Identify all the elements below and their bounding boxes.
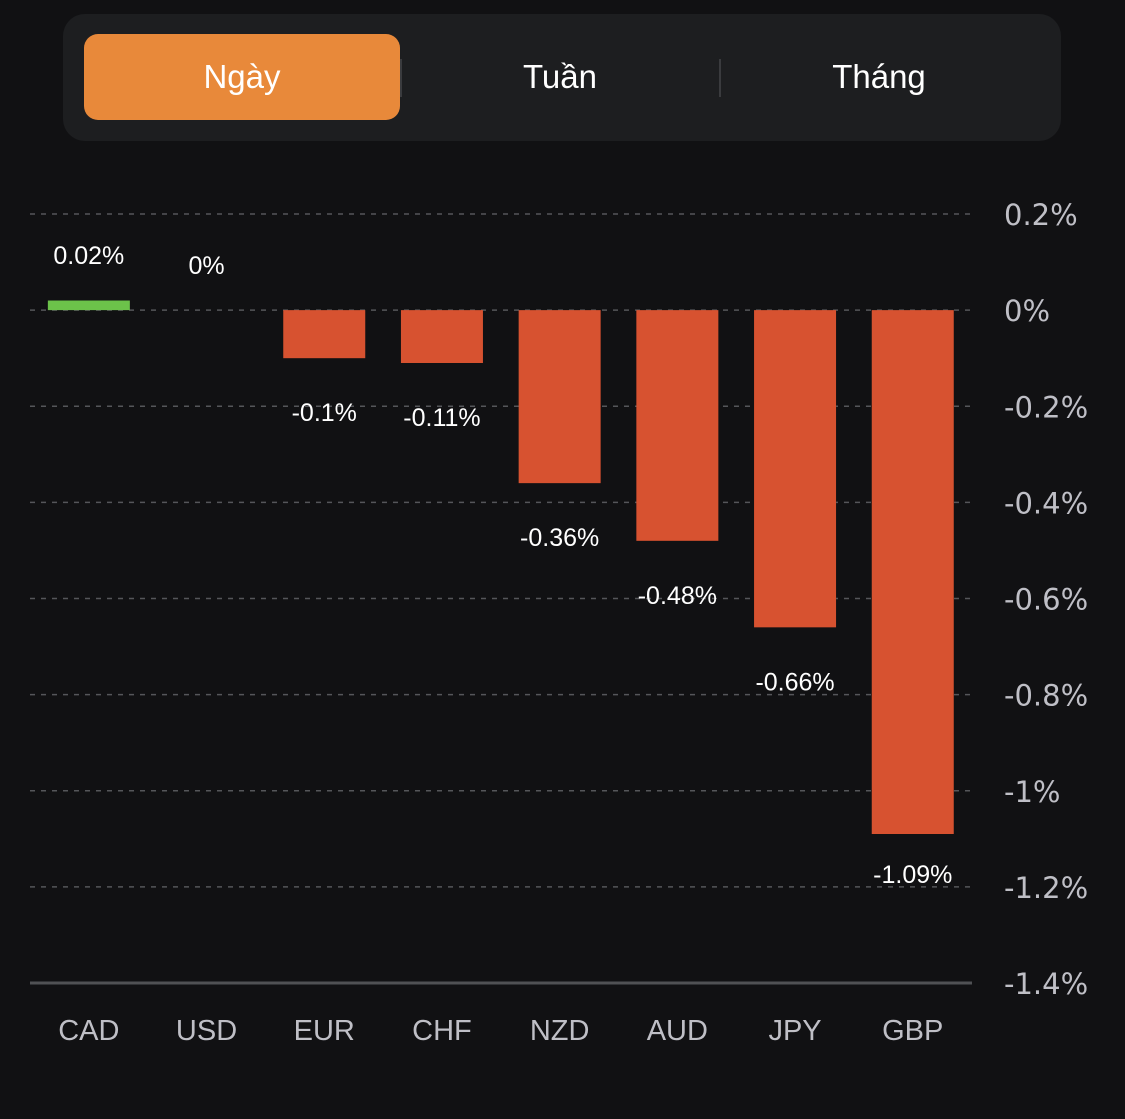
bar-jpy — [754, 310, 837, 628]
x-tick-label: NZD — [530, 1015, 590, 1047]
y-tick-label: -0.8% — [1004, 679, 1088, 713]
tab-week[interactable]: Tuần — [523, 58, 597, 95]
bar-cad — [47, 300, 130, 311]
bar-chf — [400, 310, 483, 363]
segment-divider — [400, 59, 402, 97]
data-label: -0.48% — [638, 582, 717, 610]
tab-day[interactable]: Ngày — [84, 34, 400, 120]
x-tick-label: CAD — [58, 1015, 119, 1047]
data-label: -0.66% — [755, 668, 834, 696]
y-tick-label: -1% — [1004, 775, 1060, 809]
x-tick-label: GBP — [882, 1015, 943, 1047]
x-tick-label: JPY — [768, 1015, 821, 1047]
y-tick-label: 0% — [1004, 294, 1050, 328]
bar-aud — [636, 310, 719, 541]
data-label: 0% — [188, 252, 224, 280]
y-tick-label: -0.6% — [1004, 583, 1088, 617]
y-tick-label: -0.4% — [1004, 486, 1088, 520]
period-segmented-control: Ngày Tuần Tháng — [63, 14, 1061, 141]
y-tick-label: 0.2% — [1004, 198, 1078, 232]
bar-nzd — [518, 310, 601, 484]
x-tick-label: USD — [176, 1015, 237, 1047]
x-tick-label: AUD — [647, 1015, 708, 1047]
x-tick-label: CHF — [412, 1015, 472, 1047]
bar-eur — [283, 310, 366, 359]
y-tick-label: -0.2% — [1004, 390, 1088, 424]
y-tick-label: -1.2% — [1004, 871, 1088, 905]
x-tick-label: EUR — [294, 1015, 355, 1047]
y-tick-label: -1.4% — [1004, 967, 1088, 1001]
data-label: -0.1% — [292, 399, 357, 427]
data-label: 0.02% — [53, 242, 124, 270]
segment-divider — [719, 59, 721, 97]
data-label: -0.11% — [403, 404, 480, 432]
tab-month[interactable]: Tháng — [832, 58, 926, 95]
data-label: -0.36% — [520, 524, 599, 552]
bar-gbp — [871, 310, 954, 835]
data-label: -1.09% — [873, 861, 952, 889]
